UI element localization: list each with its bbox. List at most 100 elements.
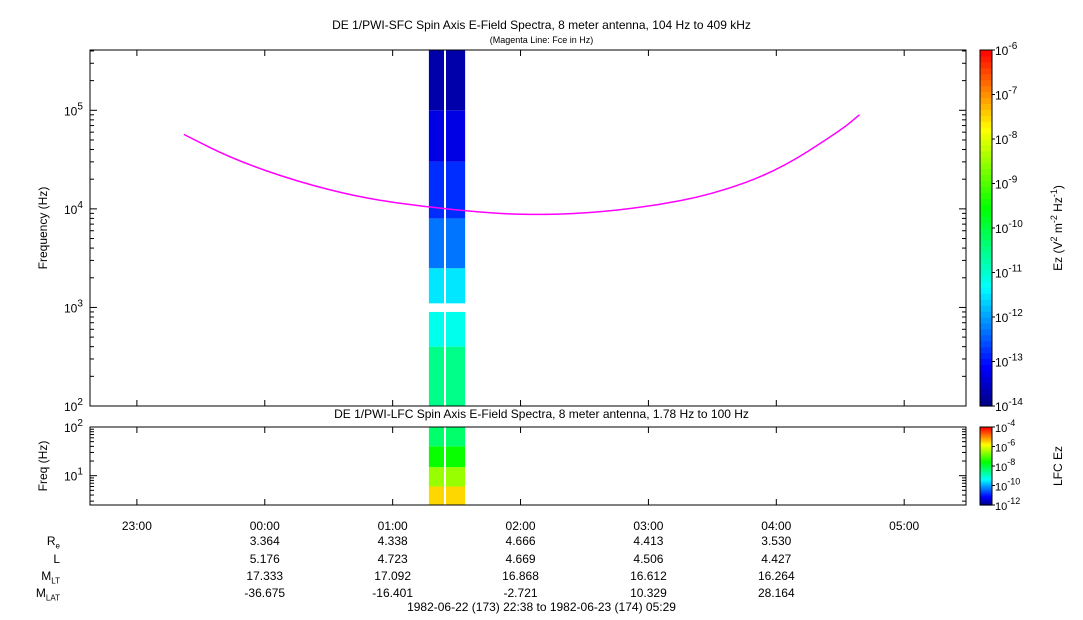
ephem-value: 3.530	[761, 534, 792, 548]
colorbar-cell	[980, 275, 992, 282]
y-tick-label: 102	[64, 418, 83, 435]
colorbar-cell	[980, 480, 992, 483]
colorbar-cell	[980, 460, 992, 463]
x-tick-label: 03:00	[633, 519, 663, 533]
colorbar-cell	[980, 467, 992, 470]
colorbar-cell	[980, 459, 992, 462]
colorbar-cell	[980, 475, 992, 477]
x-tick-label: 23:00	[122, 519, 152, 533]
ephem-value: -36.675	[244, 586, 286, 600]
colorbar-cell	[980, 492, 992, 494]
colorbar-cell	[980, 352, 992, 360]
colorbar-cell	[980, 464, 992, 467]
colorbar-tick-label: 10-14	[995, 397, 1023, 414]
colorbar-cell	[980, 473, 992, 476]
colorbar-lfc: 10-12 10-10 10-8 10-6 10-4 LFC Ez	[979, 418, 1065, 513]
colorbar-cell	[980, 400, 992, 407]
sfc-title: DE 1/PWI-SFC Spin Axis E-Field Spectra, …	[332, 18, 751, 32]
ephem-value: 16.612	[630, 569, 667, 583]
colorbar-cell	[980, 156, 992, 164]
colorbar-cell	[980, 490, 992, 493]
colorbar-cell	[980, 458, 992, 461]
colorbar-cell	[980, 299, 992, 306]
colorbar-label: LFC Ez	[1051, 446, 1065, 486]
colorbar-cell	[980, 305, 992, 312]
colorbar-cell	[980, 482, 992, 485]
colorbar-tick-label: 10-11	[995, 264, 1023, 281]
colorbar-cell	[980, 453, 992, 455]
colorbar-cell	[980, 228, 992, 235]
colorbar-cell	[980, 427, 992, 429]
colorbar-cell	[980, 432, 992, 435]
colorbar-cell	[980, 449, 992, 451]
ephem-value: -2.721	[503, 586, 538, 600]
y-tick-label: 102	[64, 397, 83, 414]
colorbar-tick-label: 10-12	[995, 496, 1020, 513]
colorbar-cell	[980, 443, 992, 446]
colorbar-cell	[980, 216, 992, 223]
ephem-value: 5.176	[249, 552, 280, 566]
colorbar-cell	[980, 263, 992, 271]
colorbar-cell	[980, 340, 992, 348]
colorbar-sfc: 10-14 10-13 10-12 10-11 10-10 10-9 10-8 10-7 10-…	[979, 41, 1065, 414]
colorbar-cell	[980, 486, 992, 489]
colorbar-cell	[980, 436, 992, 438]
colorbar-cell	[980, 442, 992, 445]
ephem-label: MLAT	[35, 586, 60, 603]
colorbar-cell	[980, 162, 992, 170]
colorbar-cell	[980, 430, 992, 433]
y-tick-label: 103	[64, 298, 83, 315]
colorbar-cell	[980, 150, 992, 158]
colorbar-cell	[980, 180, 992, 188]
spectrogram-band	[428, 446, 466, 468]
colorbar-cell	[980, 79, 992, 87]
y-axis-label: Frequency (Hz)	[36, 187, 50, 270]
colorbar-cell	[980, 495, 992, 498]
colorbar-cell	[980, 67, 992, 75]
colorbar-cell	[980, 97, 992, 104]
colorbar-cell	[980, 61, 992, 69]
spectrogram-band	[428, 467, 466, 487]
colorbar-cell	[980, 222, 992, 229]
colorbar-cell	[980, 429, 992, 432]
colorbar-cell	[980, 245, 992, 253]
colorbar-cell	[980, 287, 992, 294]
colorbar-cell	[980, 493, 992, 496]
colorbar-cell	[980, 433, 992, 436]
colorbar-cell	[980, 498, 992, 501]
colorbar-cell	[980, 322, 992, 330]
colorbar-cell	[980, 293, 992, 300]
ephem-value: 28.164	[757, 586, 795, 600]
colorbar-cell	[980, 174, 992, 182]
colorbar-tick-label: 10-9	[995, 175, 1018, 192]
spectrogram-band	[428, 486, 466, 505]
colorbar-cell	[980, 50, 992, 57]
spectrogram-band	[428, 218, 466, 269]
colorbar-cell	[980, 469, 992, 472]
colorbar-cell	[980, 468, 992, 471]
y-tick-label: 104	[64, 200, 83, 217]
colorbar-cell	[980, 445, 992, 448]
colorbar-cell	[980, 434, 992, 437]
colorbar-cell	[980, 73, 992, 81]
colorbar-cell	[980, 251, 992, 259]
ephem-label: L	[53, 552, 60, 566]
colorbar-cell	[980, 456, 992, 459]
colorbar-cell	[980, 382, 992, 389]
ephem-value: 4.669	[505, 552, 536, 566]
colorbar-cell	[980, 239, 992, 247]
ephem-value: 4.666	[505, 534, 536, 548]
x-tick-label: 01:00	[378, 519, 408, 533]
colorbar-cell	[980, 186, 992, 193]
colorbar-tick-label: 10-13	[995, 353, 1023, 370]
colorbar-cell	[980, 440, 992, 442]
sfc-subtitle: (Magenta Line: Fce in Hz)	[489, 35, 594, 45]
colorbar-cell	[980, 463, 992, 466]
colorbar-cell	[980, 269, 992, 277]
colorbar-cell	[980, 334, 992, 342]
colorbar-cell	[980, 233, 992, 241]
colorbar-tick-label: 10-4	[995, 418, 1015, 435]
colorbar-cell	[980, 502, 992, 505]
ephem-value: 4.427	[761, 552, 792, 566]
